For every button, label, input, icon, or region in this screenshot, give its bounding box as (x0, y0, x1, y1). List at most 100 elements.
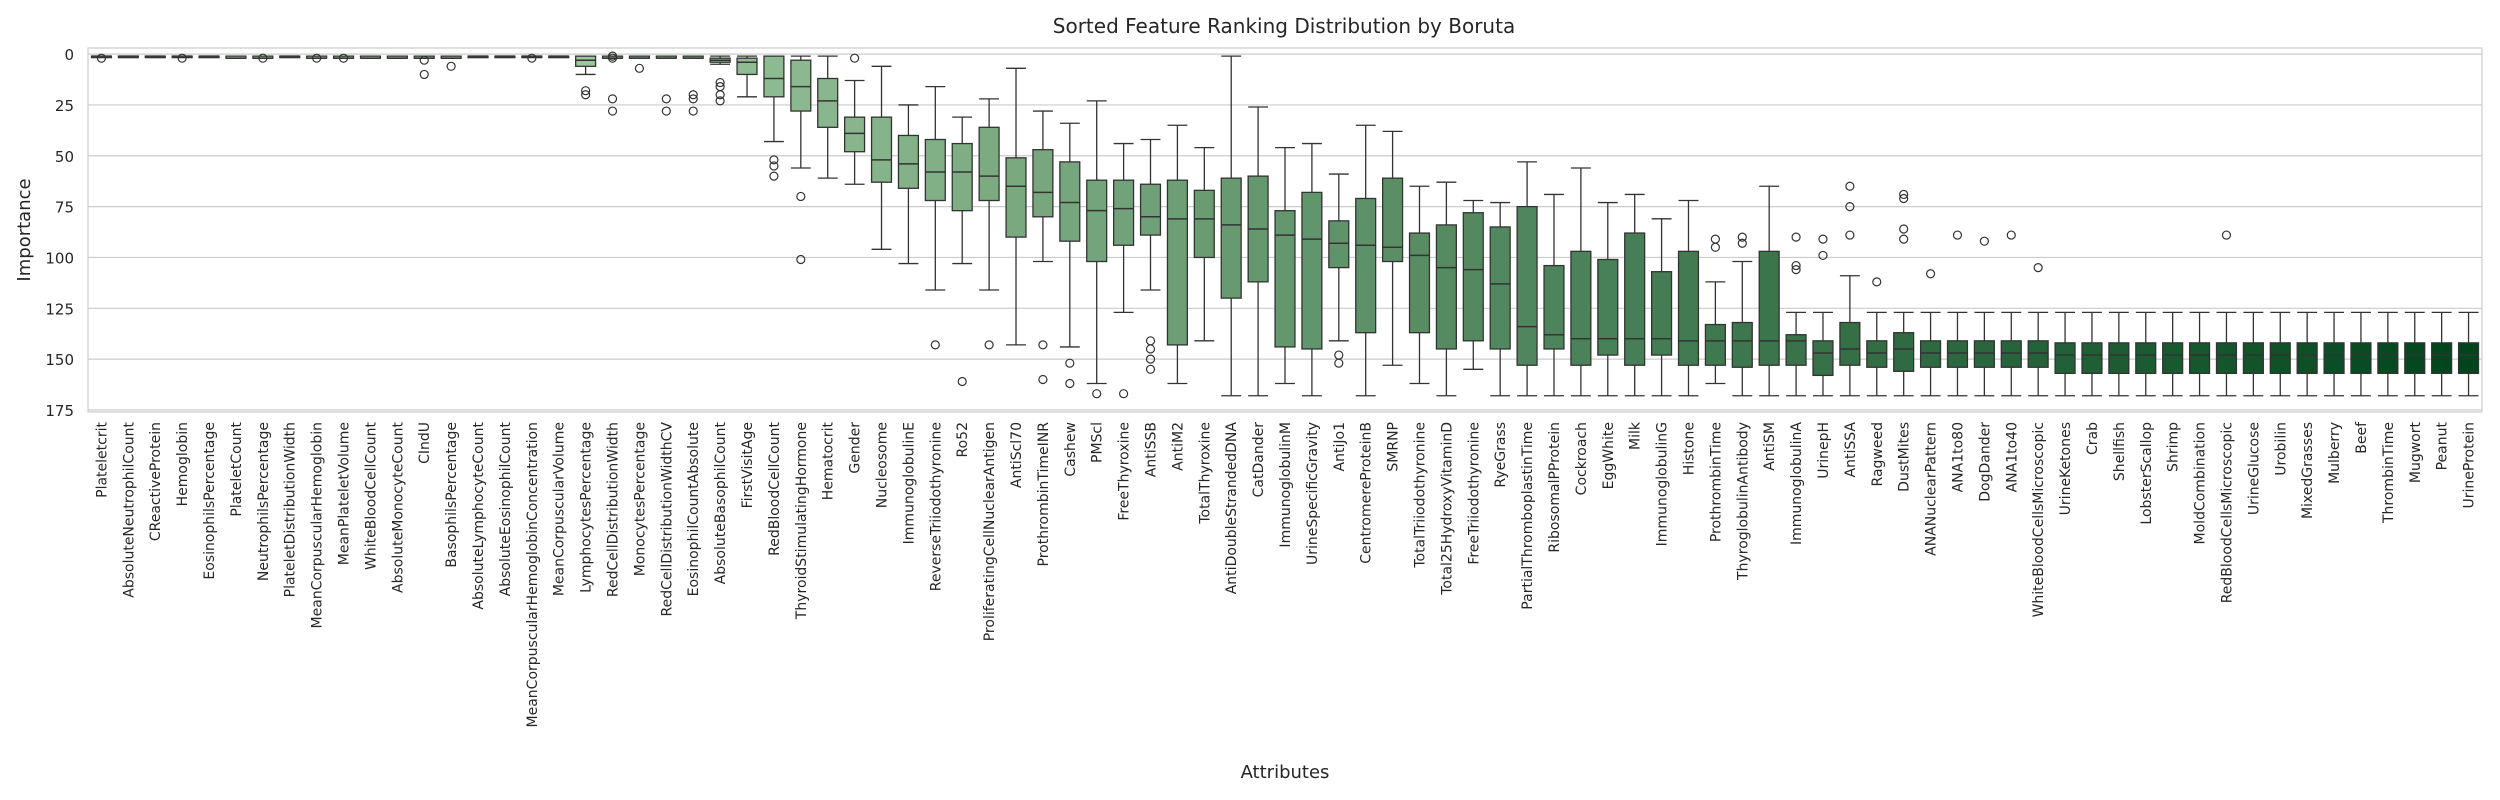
box-Mugwort (2404, 311, 2426, 397)
box-AntiSM (1758, 185, 1780, 397)
box-DogDander (1973, 236, 1995, 397)
box-Cockroach (1570, 167, 1592, 397)
box-Shellfish (2108, 311, 2130, 397)
x-tick-label: Gender (848, 422, 864, 474)
outlier-point (581, 86, 591, 96)
x-tick-label: CIndU (417, 422, 433, 464)
outlier-point (2006, 230, 2016, 240)
iqr-box (790, 59, 812, 112)
box-ThyroglobulinAntibody (1731, 232, 1753, 397)
box-UrineSpecificGravity (1301, 142, 1323, 397)
outlier-point (1334, 358, 1344, 368)
box-WhiteBloodCellsMicroscopic (2027, 263, 2049, 397)
x-tick-label: DogDander (1977, 422, 1993, 502)
x-tick-label: MeanCorpuscularVolume (552, 422, 568, 596)
x-axis-label: Attributes (1241, 762, 1330, 783)
box-EosinophilCountAbsolute (682, 55, 704, 116)
box-Mulberry (2323, 311, 2345, 397)
outlier-point (769, 171, 779, 181)
iqr-box (1650, 271, 1673, 356)
iqr-box (1086, 179, 1108, 263)
box-Beef (2350, 311, 2372, 397)
outlier-point (607, 106, 618, 116)
x-tick-label: MeanPlateletVolume (337, 422, 353, 565)
x-tick-label: EosinophilCountAbsolute (686, 422, 702, 596)
box-RibosomalPProtein (1543, 193, 1565, 397)
outlier-point (1145, 336, 1156, 346)
outlier-point (957, 376, 967, 387)
outlier-point (338, 53, 349, 63)
iqr-box (1408, 232, 1431, 334)
box-RedBloodCellCount (763, 55, 785, 181)
x-tick-label: Mulberry (2327, 422, 2343, 484)
y-tick-label: 0 (64, 46, 74, 64)
box-AntiJo1 (1328, 173, 1350, 368)
x-tick-label: Total25HydroxyVitaminD (1439, 422, 1455, 596)
outlier-point (769, 161, 779, 171)
outlier-point (1872, 277, 1882, 287)
outlier-point (715, 96, 725, 106)
box-CentromereProteinB (1355, 124, 1377, 397)
box-MixedGrasses (2296, 311, 2318, 397)
x-tick-label: UrinepH (1816, 422, 1832, 479)
iqr-box (1059, 161, 1081, 242)
iqr-box (1113, 179, 1135, 246)
x-tick-label: Shrimp (2166, 422, 2182, 472)
x-tick-label: BasophilsPercentage (444, 422, 460, 568)
iqr-box (1166, 179, 1189, 346)
y-axis-ticks: 0 25 50 75 100 125 150 175 (45, 46, 74, 420)
box-AbsoluteMonocyteCount (386, 55, 408, 59)
iqr-box (1489, 226, 1511, 350)
box-DustMites (1893, 189, 1915, 397)
x-tick-label: Mugwort (2408, 421, 2424, 483)
outlier-point (607, 53, 618, 63)
box-AntiSSA (1839, 181, 1861, 397)
box-PartialThromboplastinTime (1516, 161, 1538, 397)
chart-title: Sorted Feature Ranking Distribution by B… (1053, 14, 1515, 38)
box-Crab (2081, 311, 2103, 397)
box-ProthrombinTimeINR (1032, 110, 1054, 385)
outlier-point (1845, 202, 1855, 212)
outlier-point (1952, 230, 1963, 240)
outlier-point (1845, 230, 1855, 240)
outlier-point (1818, 234, 1828, 244)
outlier-point (177, 53, 187, 63)
box-UrineGlucose (2242, 311, 2264, 397)
box-Urobilin (2269, 311, 2291, 397)
box-MonocytesPercentage (628, 55, 651, 73)
x-tick-label: AntiJo1 (1332, 422, 1348, 471)
outlier-point (1065, 358, 1075, 368)
box-RedCellDistributionWidthCV (655, 55, 677, 116)
iqr-box (2108, 342, 2130, 375)
x-tick-label: WhiteBloodCellsMicroscopic (2031, 422, 2047, 617)
x-tick-label: LobsterScallop (2139, 422, 2155, 525)
box-BasophilsPercentage (440, 55, 462, 71)
x-tick-label: UrineKetones (2058, 422, 2074, 515)
y-tick-label: 125 (45, 300, 74, 318)
x-tick-label: FreeTriiodothyronine (1466, 422, 1482, 565)
x-tick-label: Hematocrit (821, 421, 837, 500)
box-RyeGrass (1489, 201, 1511, 397)
x-tick-label: ImmunoglobulinA (1789, 422, 1805, 545)
x-tick-label: Histone (1681, 422, 1697, 475)
iqr-box (817, 77, 839, 128)
box-ImmunoglobulinG (1650, 218, 1673, 397)
iqr-box (1328, 220, 1350, 269)
outlier-point (1899, 224, 1909, 234)
iqr-box (575, 55, 597, 67)
iqr-box (1301, 191, 1323, 350)
x-tick-label: UrineProtein (2462, 422, 2478, 508)
box-FreeThyroxine (1113, 142, 1135, 399)
box-NeutrophilsPercentage (252, 53, 274, 63)
outlier-point (1979, 236, 1989, 246)
outlier-point (1899, 234, 1909, 244)
x-tick-label: TotalTriiodothyronine (1412, 422, 1428, 569)
outlier-point (796, 191, 806, 202)
outlier-point (1092, 389, 1102, 399)
x-tick-label: Shellfish (2112, 422, 2128, 481)
box-MoldCombination (2188, 311, 2211, 397)
iqr-box (1355, 197, 1377, 334)
outlier-point (930, 340, 940, 350)
outlier-point (1145, 364, 1156, 374)
